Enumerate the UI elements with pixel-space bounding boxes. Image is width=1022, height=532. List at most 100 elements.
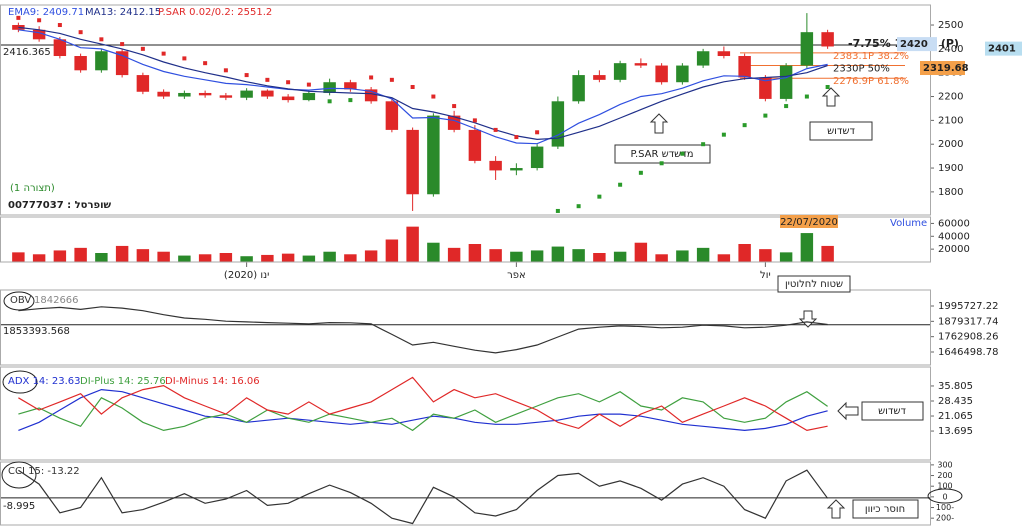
- psar-dot: [452, 104, 457, 109]
- highlight-oval: [927, 488, 963, 504]
- price-tag-box: [897, 37, 937, 52]
- y-tick-label: 1900: [938, 163, 963, 174]
- psar-dot: [37, 18, 42, 23]
- arrow-up: [826, 499, 846, 519]
- panel-frame: [0, 289, 931, 366]
- fib-label: 2330P 50%: [833, 64, 890, 75]
- price-tag-box: [920, 61, 965, 76]
- psar-dot: [369, 75, 374, 80]
- reference-label: 1853393.568: [3, 326, 70, 337]
- legend-entry: EMA9: 2409.71: [8, 7, 84, 18]
- legend-entry: CCI 15: -13.22: [8, 466, 80, 477]
- y-tick-label: 20000: [938, 244, 970, 255]
- date-tag-box: [780, 215, 838, 228]
- legend-entry: MA13: 2412.15: [85, 7, 161, 18]
- y-tick-label: 35.805: [938, 381, 973, 392]
- panel-frame: [0, 461, 931, 526]
- volume-bar: [136, 249, 150, 262]
- psar-dot: [244, 73, 249, 78]
- y-tick-label: 100: [937, 482, 952, 491]
- psar-dot: [78, 30, 83, 35]
- series-line: [18, 29, 828, 145]
- fib-label: 2276.9P 61.8%: [833, 76, 909, 87]
- series-line: [18, 26, 828, 141]
- volume-bar: [738, 244, 751, 262]
- volume-bar: [385, 239, 399, 262]
- note: דשדוש: [878, 406, 906, 417]
- psar-dot: [99, 37, 104, 42]
- volume-bar: [717, 254, 731, 262]
- psar-dot: [721, 132, 726, 137]
- volume-bar: [593, 253, 606, 262]
- volume-bar: [655, 254, 668, 262]
- volume-bar: [800, 233, 814, 262]
- psar-dot: [680, 151, 685, 156]
- volume-bar: [468, 244, 482, 262]
- y-tick-label: 1800: [938, 187, 963, 198]
- legend-entry: OBV: [10, 295, 31, 306]
- y-tick-label: 100-: [936, 503, 954, 512]
- y-tick-label: 300: [937, 460, 952, 469]
- series-line: [18, 391, 828, 432]
- volume-bar: [157, 251, 170, 262]
- legend-entry: DI-Plus 14: 25.76: [80, 376, 166, 387]
- x-tick-label: יול: [760, 270, 771, 281]
- note-box: [861, 401, 924, 421]
- psar-dot: [618, 182, 623, 187]
- psar-dot: [535, 130, 540, 135]
- legend-entry: ADX 14: 23.63: [8, 376, 80, 387]
- y-tick-label: 1879317.74: [938, 316, 998, 327]
- psar-dot: [16, 15, 21, 20]
- psar-dot: [597, 194, 602, 199]
- x-tick-label: אפר: [507, 270, 526, 281]
- psar-dot: [431, 94, 436, 99]
- volume-bar: [759, 249, 772, 262]
- psar-dot: [410, 84, 415, 89]
- volume-bar: [406, 226, 419, 262]
- psar-dot: [472, 118, 477, 123]
- y-tick-label: 200-: [936, 514, 954, 523]
- volume-bar: [676, 250, 689, 262]
- volume-bar: [53, 250, 67, 262]
- psar-dot: [576, 204, 581, 209]
- volume-bar: [447, 247, 461, 262]
- psar-dot: [223, 68, 228, 73]
- reference-label: 2416.365: [3, 47, 51, 58]
- volume-bar: [261, 254, 274, 262]
- note-box: [809, 121, 873, 141]
- symbol-label: שופרסל : 00777037: [8, 200, 112, 211]
- psar-dot: [57, 23, 62, 28]
- reference-label: -8.995: [3, 501, 35, 512]
- fib-label: 2383.1P 38.2%: [833, 51, 909, 62]
- date-tag: 22/07/2020: [780, 217, 838, 228]
- psar-dot: [120, 42, 125, 47]
- price-tag: 2401: [988, 44, 1016, 55]
- psar-dot: [327, 99, 332, 104]
- y-tick-label: 2500: [938, 20, 963, 31]
- volume-bar: [240, 256, 253, 262]
- volume-bar: [74, 247, 87, 262]
- note: שטוח לחלוטין: [785, 279, 843, 290]
- volume-bar: [530, 250, 544, 262]
- psar-dot: [265, 77, 270, 82]
- volume-bar: [572, 249, 585, 262]
- psar-dot: [493, 127, 498, 132]
- volume-bar: [613, 251, 627, 262]
- volume-bar: [219, 253, 233, 262]
- volume-bar: [510, 251, 523, 262]
- volume-bar: [551, 246, 565, 262]
- volume-bar: [281, 253, 295, 262]
- panel-frame: [0, 4, 931, 216]
- volume-bar: [696, 247, 710, 262]
- y-tick-label: 60000: [938, 218, 970, 229]
- psar-dot: [638, 170, 643, 175]
- psar-dot: [555, 208, 560, 213]
- y-tick-label: 200: [937, 471, 952, 480]
- psar-dot: [389, 77, 394, 82]
- note: P.SAR מדשדש: [630, 149, 693, 160]
- psar-dot: [140, 46, 145, 51]
- highlight-oval: [1, 461, 37, 489]
- volume-bar: [489, 249, 502, 262]
- volume-bar: [344, 254, 357, 262]
- volume-bar: [634, 242, 648, 262]
